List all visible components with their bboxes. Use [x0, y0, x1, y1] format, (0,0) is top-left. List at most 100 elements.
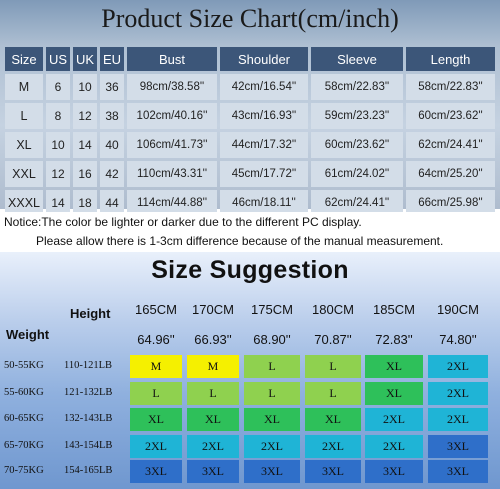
table-cell: 36: [100, 74, 124, 100]
size-suggestion-cell: 2XL: [244, 435, 300, 458]
table-cell: 14: [46, 190, 70, 216]
table-cell: 12: [46, 161, 70, 187]
table-cell: 40: [100, 132, 124, 158]
size-suggestion-cell: 2XL: [428, 382, 488, 405]
height-inch-label: 74.80'': [439, 332, 477, 347]
table-cell: 43cm/16.93'': [220, 103, 308, 129]
size-suggestion-cell: XL: [365, 382, 423, 405]
size-suggestion-cell: XL: [365, 355, 423, 378]
col-header-bust: Bust: [127, 47, 217, 71]
notice-line-2: Please allow there is 1-3cm difference b…: [36, 234, 444, 248]
size-suggestion-cell: XL: [130, 408, 182, 431]
size-suggestion-cell: 2XL: [428, 355, 488, 378]
height-cm-label: 165CM: [135, 302, 177, 317]
table-cell: 38: [100, 103, 124, 129]
size-suggestion-cell: 3XL: [305, 460, 361, 483]
table-cell: 16: [73, 161, 97, 187]
table-cell: XXXL: [5, 190, 43, 216]
table-cell: M: [5, 74, 43, 100]
size-suggestion-cell: 3XL: [428, 435, 488, 458]
size-suggestion-cell: L: [244, 355, 300, 378]
notice-line-1: Notice:The color be lighter or darker du…: [4, 215, 362, 229]
table-cell: XXL: [5, 161, 43, 187]
height-cm-label: 185CM: [373, 302, 415, 317]
table-cell: 58cm/22.83'': [311, 74, 403, 100]
table-cell: 44cm/17.32'': [220, 132, 308, 158]
table-cell: 44: [100, 190, 124, 216]
table-cell: 106cm/41.73'': [127, 132, 217, 158]
table-cell: 102cm/40.16'': [127, 103, 217, 129]
table-cell: 110cm/43.31'': [127, 161, 217, 187]
col-header-us: US: [46, 47, 70, 71]
table-row: L 8 12 38 102cm/40.16'' 43cm/16.93'' 59cm/23.2…: [5, 103, 495, 129]
col-header-size: Size: [5, 47, 43, 71]
height-inch-label: 72.83'': [375, 332, 413, 347]
size-suggestion-cell: XL: [244, 408, 300, 431]
table-cell: 62cm/24.41'': [406, 132, 495, 158]
weight-lb-label: 154-165LB: [64, 465, 113, 476]
table-cell: 66cm/25.98'': [406, 190, 495, 216]
weight-lb-label: 132-143LB: [64, 413, 113, 424]
size-suggestion-cell: 2XL: [130, 435, 182, 458]
table-cell: 10: [46, 132, 70, 158]
size-table-header: Size US UK EU Bust Shoulder Sleeve Lengt…: [5, 47, 495, 71]
height-cm-label: 190CM: [437, 302, 479, 317]
table-cell: 45cm/17.72'': [220, 161, 308, 187]
size-suggestion-cell: L: [187, 382, 239, 405]
col-header-uk: UK: [73, 47, 97, 71]
table-cell: 10: [73, 74, 97, 100]
weight-lb-label: 110-121LB: [64, 360, 113, 371]
size-suggestion-cell: L: [305, 382, 361, 405]
size-suggestion-cell: 3XL: [244, 460, 300, 483]
height-cm-label: 180CM: [312, 302, 354, 317]
table-cell: 58cm/22.83'': [406, 74, 495, 100]
size-suggestion-cell: 2XL: [428, 408, 488, 431]
suggestion-title: Size Suggestion: [151, 256, 349, 284]
size-suggestion-cell: L: [244, 382, 300, 405]
size-suggestion-panel: Size Suggestion Height Weight 165CM 64.96…: [0, 252, 500, 489]
table-cell: 12: [73, 103, 97, 129]
weight-kg-label: 50-55KG: [4, 360, 44, 371]
table-row: XXL 12 16 42 110cm/43.31'' 45cm/17.72'' 61cm/2…: [5, 161, 495, 187]
size-chart-panel: Product Size Chart(cm/inch) Size US UK E…: [0, 0, 500, 216]
table-cell: 98cm/38.58'': [127, 74, 217, 100]
table-cell: 60cm/23.62'': [311, 132, 403, 158]
size-suggestion-cell: 2XL: [365, 435, 423, 458]
table-cell: XL: [5, 132, 43, 158]
weight-kg-label: 55-60KG: [4, 387, 44, 398]
weight-kg-label: 70-75KG: [4, 465, 44, 476]
table-cell: 42: [100, 161, 124, 187]
size-suggestion-cell: L: [130, 382, 182, 405]
col-header-length: Length: [406, 47, 495, 71]
height-cm-label: 170CM: [192, 302, 234, 317]
size-suggestion-cell: L: [305, 355, 361, 378]
table-cell: 61cm/24.02'': [311, 161, 403, 187]
weight-lb-label: 121-132LB: [64, 387, 113, 398]
table-cell: 8: [46, 103, 70, 129]
size-suggestion-cell: 3XL: [187, 460, 239, 483]
col-header-sleeve: Sleeve: [311, 47, 403, 71]
table-cell: 46cm/18.11'': [220, 190, 308, 216]
weight-kg-label: 60-65KG: [4, 413, 44, 424]
height-inch-label: 66.93'': [194, 332, 232, 347]
weight-kg-label: 65-70KG: [4, 440, 44, 451]
height-cm-label: 175CM: [251, 302, 293, 317]
table-cell: 59cm/23.23'': [311, 103, 403, 129]
table-row: XXXL 14 18 44 114cm/44.88'' 46cm/18.11'' 62cm/…: [5, 190, 495, 216]
size-suggestion-cell: 2XL: [187, 435, 239, 458]
table-cell: 114cm/44.88'': [127, 190, 217, 216]
height-label: Height: [70, 306, 111, 321]
table-cell: 62cm/24.41'': [311, 190, 403, 216]
size-suggestion-cell: 2XL: [365, 408, 423, 431]
chart-title: Product Size Chart(cm/inch): [101, 4, 399, 33]
col-header-shoulder: Shoulder: [220, 47, 308, 71]
size-suggestion-cell: M: [187, 355, 239, 378]
table-cell: 18: [73, 190, 97, 216]
table-row: M 6 10 36 98cm/38.58'' 42cm/16.54'' 58cm/22.83…: [5, 74, 495, 100]
size-suggestion-cell: 2XL: [305, 435, 361, 458]
size-suggestion-cell: XL: [305, 408, 361, 431]
height-inch-label: 70.87'': [314, 332, 352, 347]
height-inch-label: 68.90'': [253, 332, 291, 347]
weight-label: Weight: [6, 327, 50, 342]
size-suggestion-cell: 3XL: [428, 460, 488, 483]
